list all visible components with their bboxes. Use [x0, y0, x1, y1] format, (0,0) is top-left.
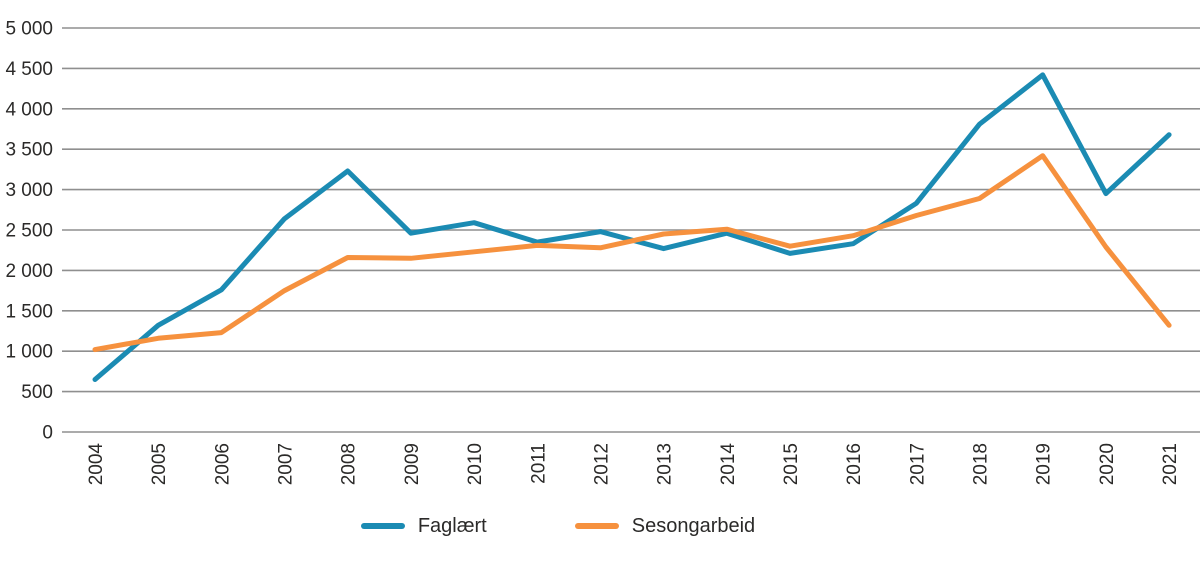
x-tick-label: 2010 [465, 443, 486, 485]
x-tick-label: 2017 [907, 443, 928, 485]
plot-area: 0 500 1 000 1 500 2 000 2 500 3 000 3 500 4 000 4… [5, 19, 1200, 486]
x-tick-label: 2016 [844, 443, 865, 485]
sesongarbeid-line-swatch [574, 523, 619, 529]
y-tick-label: 5 000 [5, 19, 53, 40]
y-tick-label: 3 000 [5, 180, 53, 201]
series-line-faglært [92, 72, 1172, 382]
x-tick-label: 2019 [1034, 443, 1055, 485]
y-tick-label: 4 500 [5, 59, 53, 80]
x-axis-labels: 2004 2005 2006 2007 2008 2009 2010 2011 2012 2013… [86, 443, 1181, 486]
y-tick-label: 0 [42, 423, 53, 444]
y-tick-label: 2 500 [5, 221, 53, 242]
x-tick-label: 2021 [1160, 443, 1181, 485]
y-tick-label: 1 000 [5, 342, 53, 363]
x-tick-label: 2018 [971, 443, 992, 485]
x-tick-label: 2015 [781, 443, 802, 485]
x-tick-label: 2007 [276, 443, 297, 485]
y-axis-labels: 0 500 1 000 1 500 2 000 2 500 3 000 3 500 4 000 4… [5, 19, 53, 444]
chart-legend: Faglært Sesongarbeid [0, 516, 1158, 536]
x-tick-label: 2009 [402, 443, 423, 485]
series-line-sesongarbeid [92, 153, 1172, 353]
legend-label-faglaert: Faglært [417, 515, 487, 537]
y-tick-label: 4 000 [5, 99, 53, 120]
legend-item-sesongarbeid: Sesongarbeid [574, 515, 756, 537]
legend-item-faglaert: Faglært [360, 515, 487, 537]
x-tick-label: 2014 [718, 443, 739, 486]
gridlines [62, 27, 1200, 433]
y-tick-label: 1 500 [5, 301, 53, 322]
legend-label-sesongarbeid: Sesongarbeid [631, 515, 756, 537]
faglaert-line-swatch [360, 523, 405, 529]
x-tick-label: 2020 [1097, 443, 1118, 485]
y-tick-label: 500 [21, 382, 53, 403]
x-tick-label: 2013 [655, 443, 676, 485]
x-tick-label: 2004 [86, 443, 107, 486]
x-tick-label: 2012 [591, 443, 612, 485]
x-tick-label: 2008 [339, 443, 360, 485]
y-tick-label: 3 500 [5, 140, 53, 161]
x-tick-label: 2005 [149, 443, 170, 485]
x-tick-label: 2011 [528, 443, 549, 484]
y-tick-label: 2 000 [5, 261, 53, 282]
x-tick-label: 2006 [212, 443, 233, 485]
